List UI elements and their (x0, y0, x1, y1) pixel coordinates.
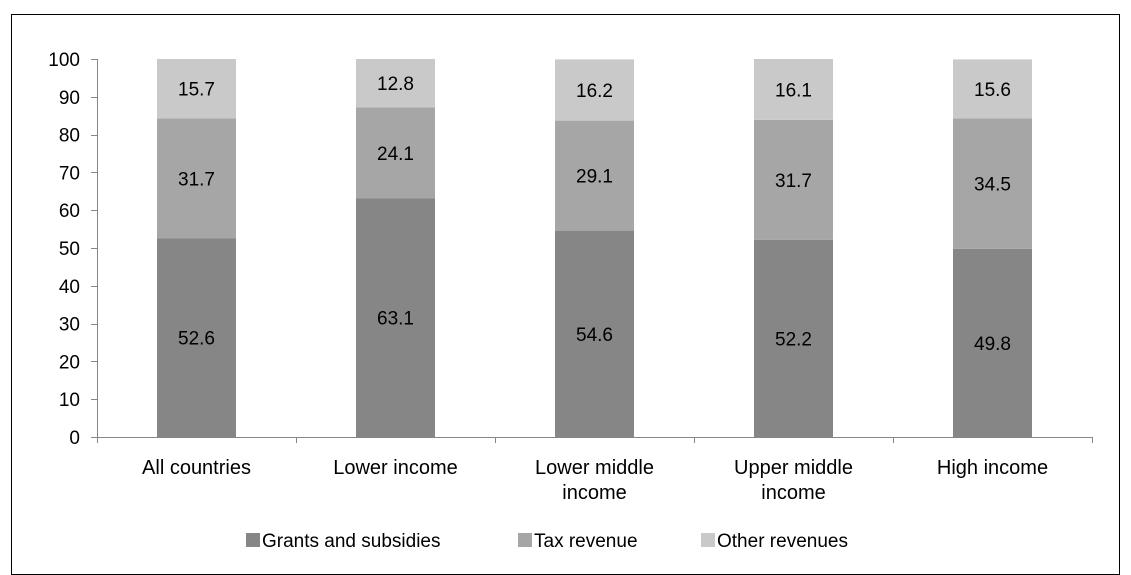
data-label: 54.6 (576, 325, 613, 346)
legend-entry: Tax revenue (534, 531, 638, 552)
y-tick-label: 70 (59, 163, 80, 184)
legend: Grants and subsidies Tax revenue Other rev… (246, 531, 848, 552)
bar-segment (157, 238, 236, 437)
data-label: 31.7 (775, 171, 812, 192)
data-label: 12.8 (377, 74, 414, 95)
legend-swatch (246, 533, 260, 547)
data-label: 15.6 (974, 80, 1011, 101)
data-labels: 52.6 31.7 15.7 63.1 24.1 12.8 54.6 29.1 16.2 52.2… (178, 74, 1011, 355)
y-tick-label: 20 (59, 352, 80, 373)
x-category-label-line: Lower middle (535, 457, 654, 479)
data-label: 15.7 (178, 80, 215, 101)
bar-segment (754, 119, 833, 240)
x-category-label-line: All countries (142, 457, 251, 479)
x-category-label: Lower middle income (535, 457, 654, 504)
bar-segment (555, 230, 634, 437)
bar-segment (953, 248, 1032, 437)
x-category-label-line: income (761, 482, 825, 504)
bar-segment (356, 107, 435, 199)
data-label: 31.7 (178, 169, 215, 190)
bar-segment (157, 59, 236, 119)
bar-segment (157, 118, 236, 239)
y-tick-label: 10 (59, 390, 80, 411)
data-label: 52.2 (775, 329, 812, 350)
x-axis: All countries Lower income Lower middle inc… (97, 437, 1093, 504)
x-category-label-line: income (562, 482, 626, 504)
bar-segment (953, 118, 1032, 249)
bar-segment (555, 59, 634, 121)
data-label: 63.1 (377, 309, 414, 330)
x-category-label-line: High income (937, 457, 1048, 479)
y-tick-label: 90 (59, 88, 80, 109)
y-tick-label: 60 (59, 201, 80, 222)
y-axis: 0 10 20 30 40 50 60 70 80 90 100 (48, 50, 98, 449)
bar-segment (754, 59, 833, 120)
bar-segment (754, 239, 833, 437)
y-tick-label: 80 (59, 126, 80, 147)
x-category-label: High income (937, 457, 1048, 479)
bar-segment (356, 59, 435, 108)
data-label: 34.5 (974, 175, 1011, 196)
x-category-label: Upper middle income (734, 457, 853, 504)
y-tick-label: 40 (59, 277, 80, 298)
data-label: 29.1 (576, 167, 613, 188)
x-category-label: Lower income (333, 457, 458, 479)
y-tick-label: 30 (59, 315, 80, 336)
data-label: 16.2 (576, 81, 613, 102)
bar-segment (356, 198, 435, 437)
legend-swatch (701, 533, 715, 547)
y-tick-label: 50 (59, 239, 80, 260)
data-label: 49.8 (974, 334, 1011, 355)
x-category-label-line: Lower income (333, 457, 458, 479)
legend-entry: Other revenues (717, 531, 848, 552)
data-label: 52.6 (178, 329, 215, 350)
y-tick-label: 100 (48, 50, 80, 71)
bar-segment (555, 120, 634, 231)
legend-swatch (518, 533, 532, 547)
x-category-label-line: Upper middle (734, 457, 853, 479)
x-category-label: All countries (142, 457, 251, 479)
legend-entry: Grants and subsidies (262, 531, 441, 552)
y-tick-label: 0 (69, 428, 80, 449)
data-label: 16.1 (775, 80, 812, 101)
bars (157, 59, 1032, 437)
bar-segment (953, 59, 1032, 119)
data-label: 24.1 (377, 144, 414, 165)
